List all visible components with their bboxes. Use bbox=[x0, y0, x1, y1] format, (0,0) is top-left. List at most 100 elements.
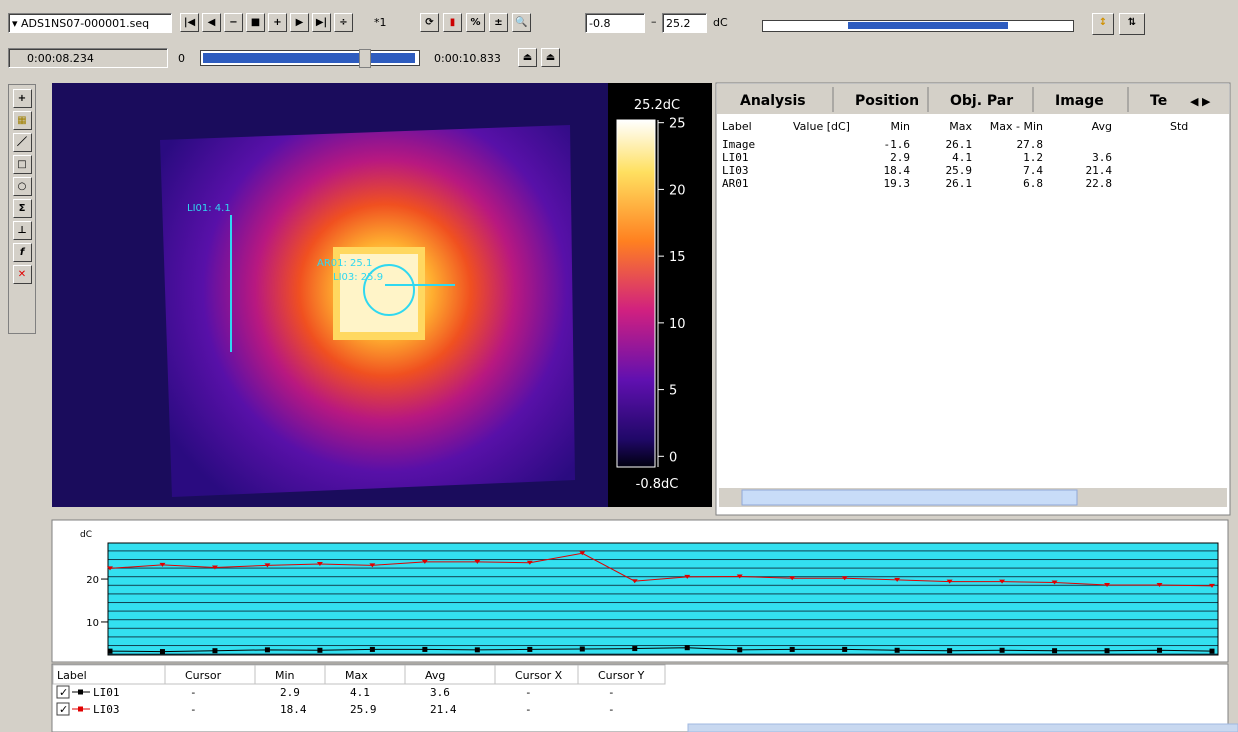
cell: 3.6 bbox=[430, 686, 450, 699]
legend-marker bbox=[78, 690, 83, 695]
app-window: ▾ ADS1NS07-000001.seq |◀◀−■+▶▶|÷ *1 ⟳▮%±… bbox=[0, 0, 1238, 732]
cell: AR01 bbox=[722, 177, 749, 190]
colorbar-tick-label: 0 bbox=[669, 450, 677, 465]
main-canvas: LI01: 4.1 AR01: 25.1 LI03: 25.9 25.2dC -… bbox=[0, 0, 1238, 732]
analysis-panel bbox=[716, 83, 1230, 515]
cell: 6.8 bbox=[1023, 177, 1043, 190]
cell: - bbox=[608, 703, 615, 716]
colorbar-tick-label: 10 bbox=[669, 317, 686, 332]
popup-edge bbox=[688, 724, 1238, 732]
cell: LI03 bbox=[722, 164, 749, 177]
marker bbox=[895, 648, 900, 653]
cell: 18.4 bbox=[884, 164, 911, 177]
marker bbox=[580, 646, 585, 651]
cell: 25.9 bbox=[350, 703, 377, 716]
marker bbox=[475, 647, 480, 652]
marker bbox=[160, 649, 165, 654]
tab[interactable]: Image bbox=[1055, 93, 1104, 109]
colorbar-max-label: 25.2dC bbox=[634, 98, 680, 113]
column-header: Min bbox=[890, 120, 910, 133]
colorbar-tick-label: 15 bbox=[669, 250, 686, 265]
cell: 4.1 bbox=[952, 151, 972, 164]
column-header: Cursor Y bbox=[598, 669, 645, 682]
marker bbox=[1210, 649, 1215, 654]
tab[interactable]: Te bbox=[1150, 93, 1167, 109]
check: ✓ bbox=[59, 703, 68, 716]
cell: 26.1 bbox=[946, 177, 973, 190]
cell: Image bbox=[722, 138, 755, 151]
marker bbox=[842, 647, 847, 652]
cell: -1.6 bbox=[884, 138, 911, 151]
cell: 25.9 bbox=[946, 164, 973, 177]
marker bbox=[265, 647, 270, 652]
marker bbox=[527, 647, 532, 652]
cell: - bbox=[525, 703, 532, 716]
cell: 21.4 bbox=[1086, 164, 1113, 177]
cell: 2.9 bbox=[890, 151, 910, 164]
cell: - bbox=[190, 686, 197, 699]
marker bbox=[737, 647, 742, 652]
cell: - bbox=[608, 686, 615, 699]
column-header: Avg bbox=[425, 669, 445, 682]
cell: 18.4 bbox=[280, 703, 307, 716]
tab[interactable]: Position bbox=[855, 93, 919, 109]
legend-marker bbox=[78, 707, 83, 712]
colorbar-min-label: -0.8dC bbox=[636, 477, 679, 492]
marker bbox=[370, 647, 375, 652]
cell: 21.4 bbox=[430, 703, 457, 716]
column-header: Max - Min bbox=[990, 120, 1043, 133]
marker bbox=[1105, 648, 1110, 653]
cell: 7.4 bbox=[1023, 164, 1043, 177]
column-header: Label bbox=[57, 669, 87, 682]
colorbar bbox=[617, 120, 655, 467]
annotation: LI03: 25.9 bbox=[333, 272, 383, 283]
marker bbox=[790, 647, 795, 652]
marker bbox=[1000, 648, 1005, 653]
column-header: Std bbox=[1170, 120, 1188, 133]
cell: 27.8 bbox=[1017, 138, 1044, 151]
annotation: AR01: 25.1 bbox=[317, 258, 372, 269]
marker bbox=[1157, 648, 1162, 653]
cell: 22.8 bbox=[1086, 177, 1113, 190]
column-header: Label bbox=[722, 120, 752, 133]
column-header: Value [dC] bbox=[793, 120, 850, 133]
cell: LI01 bbox=[722, 151, 749, 164]
marker bbox=[212, 648, 217, 653]
column-header: Max bbox=[345, 669, 368, 682]
cell: 26.1 bbox=[946, 138, 973, 151]
marker bbox=[1052, 648, 1057, 653]
cell: 3.6 bbox=[1092, 151, 1112, 164]
marker bbox=[947, 648, 952, 653]
cell: 19.3 bbox=[884, 177, 911, 190]
tab[interactable]: Obj. Par bbox=[950, 93, 1013, 109]
cell: 4.1 bbox=[350, 686, 370, 699]
column-header: Avg bbox=[1092, 120, 1112, 133]
scroll-thumb[interactable] bbox=[742, 490, 1077, 505]
annotation: LI01: 4.1 bbox=[187, 203, 231, 214]
cell: 2.9 bbox=[280, 686, 300, 699]
y-tick-label: 10 bbox=[86, 618, 99, 629]
y-tick-label: 20 bbox=[86, 575, 99, 586]
column-header: Cursor bbox=[185, 669, 222, 682]
tab[interactable]: Analysis bbox=[740, 93, 806, 109]
colorbar-tick-label: 25 bbox=[669, 117, 686, 132]
check: ✓ bbox=[59, 686, 68, 699]
marker bbox=[632, 646, 637, 651]
marker bbox=[685, 645, 690, 650]
column-header: Cursor X bbox=[515, 669, 563, 682]
cell: - bbox=[525, 686, 532, 699]
column-header: Min bbox=[275, 669, 295, 682]
marker bbox=[108, 649, 113, 654]
colorbar-tick-label: 20 bbox=[669, 183, 686, 198]
plot-area bbox=[108, 543, 1218, 655]
cell: 1.2 bbox=[1023, 151, 1043, 164]
y-axis-label: dC bbox=[80, 530, 92, 540]
column-header: Max bbox=[949, 120, 972, 133]
colorbar-tick-label: 5 bbox=[669, 384, 677, 399]
cell: - bbox=[190, 703, 197, 716]
legend-label: LI03 bbox=[93, 703, 120, 716]
tab-scroll: ◀ ▶ bbox=[1190, 95, 1211, 108]
marker bbox=[317, 648, 322, 653]
marker bbox=[422, 647, 427, 652]
legend-label: LI01 bbox=[93, 686, 120, 699]
